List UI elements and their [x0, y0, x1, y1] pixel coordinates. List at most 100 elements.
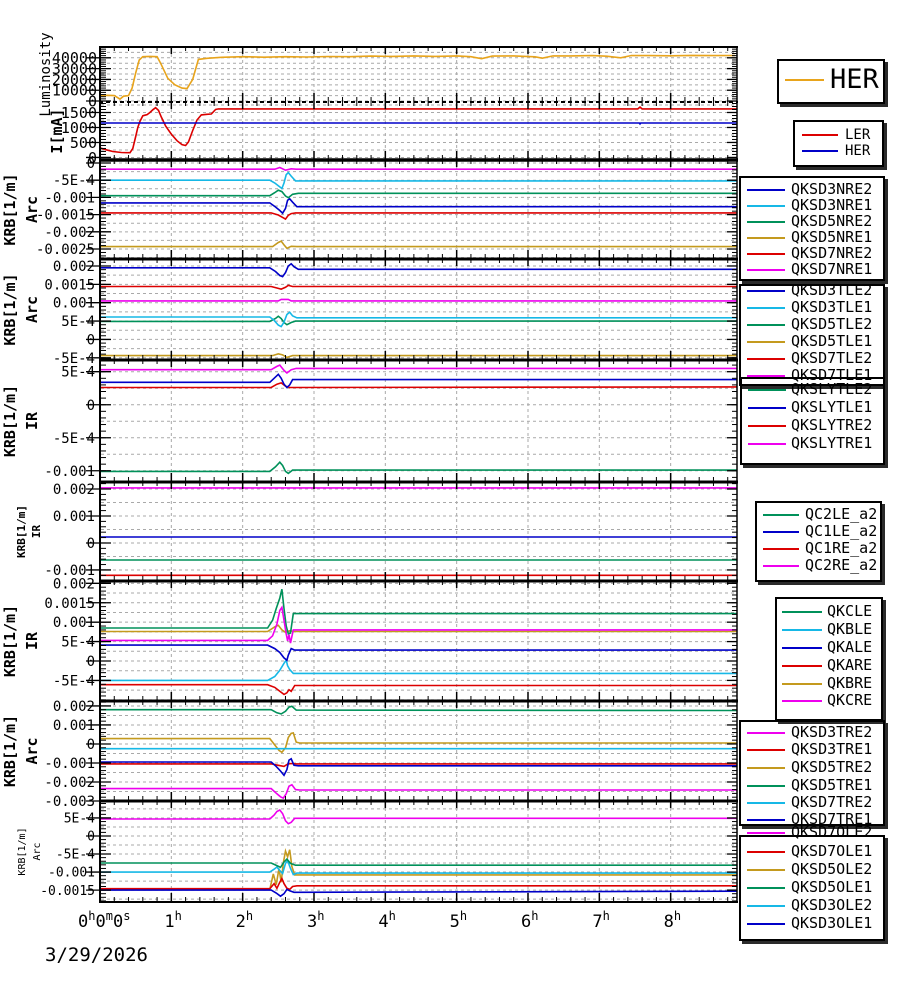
- xtick-label: 7h: [592, 909, 609, 932]
- legend-label: QKBRE: [827, 674, 873, 692]
- series-HER: [100, 54, 735, 101]
- y-axis-title: Arc: [23, 737, 41, 764]
- legend-line-sample: [747, 869, 785, 871]
- series-QKSD3OLE1: [100, 888, 737, 898]
- series-QKSLYTLE1: [100, 373, 737, 389]
- legend-line-sample: [782, 611, 822, 613]
- series-QKSD5OLE2: [100, 848, 737, 891]
- panel-5: 0.002 0.001 0 -0.001 KRB[1/m] IR: [15, 482, 737, 582]
- panel-7: 0.002 0.001 0 -0.001 -0.002 -0.003 KRB[1/m] Arc: [1, 699, 737, 810]
- legend-line-sample: [747, 324, 785, 326]
- legend-label: QKSD3TRE1: [791, 740, 873, 758]
- y-axis-title: KRB[1/m]: [1, 715, 19, 787]
- legend-box-5: [755, 501, 882, 582]
- legend-line-sample: [747, 887, 785, 889]
- xtick-label: 8h: [664, 909, 681, 932]
- ytick-label: 0: [88, 92, 97, 110]
- series-QKSD3NRE2: [100, 197, 737, 215]
- y-axis-title: Arc: [23, 296, 41, 323]
- legend-label: QKBLE: [827, 620, 873, 638]
- y-axis-title: KRB[1/m]: [15, 505, 28, 558]
- legend-line-sample: [748, 425, 786, 427]
- legend-label: QC2LE_a2: [805, 505, 878, 523]
- series-QKSD5OLE1: [100, 857, 737, 869]
- series-QKSD3TRE1: [100, 762, 737, 768]
- y-axis-title: KRB[1/m]: [1, 385, 19, 457]
- ytick-label: -0.001: [44, 563, 95, 579]
- legend-label: QKSLYTRE2: [791, 416, 873, 434]
- series-QKSD5TLE1: [100, 352, 737, 359]
- legend-line-sample: [748, 443, 786, 445]
- legend-label: QKSD5TLE2: [791, 315, 873, 333]
- date-label: 3/29/2026: [45, 944, 148, 966]
- legend-label: QKSLYTLE2: [791, 380, 873, 398]
- series-HER: [100, 122, 737, 126]
- ytick-label: 0: [87, 536, 95, 552]
- y-axis-title: IR: [23, 631, 41, 650]
- legend-label: QKALE: [827, 638, 873, 656]
- legend-line-sample: [802, 134, 838, 136]
- ytick-label: 0: [87, 830, 95, 845]
- legend-line-sample: [747, 205, 785, 207]
- series-QKBLE: [100, 658, 737, 682]
- legend-box-3: [739, 284, 885, 386]
- legend-label: LER: [845, 127, 871, 143]
- panel-4: 5E-4 0 -5E-4 -0.001 KRB[1/m] IR: [1, 360, 737, 482]
- xtick-label: 2h: [236, 909, 253, 932]
- legend-line-sample: [782, 700, 822, 702]
- ytick-label: 5E-4: [61, 314, 95, 330]
- ytick-label: -0.002: [44, 775, 95, 791]
- y-axis-title: IR: [23, 411, 41, 430]
- ytick-label: 0: [87, 654, 95, 670]
- y-axis-title: IR: [30, 525, 43, 539]
- series-QKSD5NRE2: [100, 189, 737, 199]
- xtick-label: 5h: [450, 909, 467, 932]
- series-QKSD7OLE2: [100, 808, 737, 825]
- legend-box-8: [739, 835, 885, 941]
- y-axis-title: Arc: [32, 842, 43, 860]
- ytick-label: 0.002: [53, 576, 95, 592]
- ytick-label: 1500: [61, 104, 97, 122]
- series-QKSD5NRE1: [100, 240, 737, 250]
- ytick-label: -0.002: [44, 225, 95, 241]
- legend-label: QKSD7OLE1: [791, 842, 873, 860]
- legend-line-sample: [747, 785, 785, 787]
- legend-box-7: [739, 720, 885, 826]
- ytick-label: 0.001: [53, 509, 95, 525]
- ytick-label: 40000: [52, 49, 97, 67]
- legend-line-sample: [748, 389, 786, 391]
- series-QKSD3NRE1: [100, 171, 737, 190]
- legend-line-sample: [747, 290, 785, 292]
- legend-label: QKSD7NRE2: [791, 244, 873, 262]
- ytick-label: -0.0015: [40, 884, 95, 899]
- legend-label: QKSD5OLE1: [791, 878, 873, 896]
- series-QKSD7TLE1: [100, 298, 737, 302]
- legend-line-sample: [763, 565, 799, 567]
- y-axis-title: Arc: [23, 196, 41, 223]
- legend-line-sample: [782, 683, 822, 685]
- y-axis-title: I[mA]: [48, 108, 66, 153]
- legend-label: QKSD3TLE1: [791, 298, 873, 316]
- ytick-label: 0.002: [53, 259, 95, 275]
- ytick-label: 5E-4: [61, 635, 95, 651]
- ytick-label: 0.002: [53, 699, 95, 715]
- xtick-label: 3h: [307, 909, 324, 932]
- series-QKSD3OLE2: [100, 858, 737, 876]
- ytick-label: -5E-4: [56, 848, 95, 863]
- xtick-label: 4h: [378, 909, 395, 932]
- series-QKSD7OLE1: [100, 876, 737, 891]
- y-axis-title: KRB[1/m]: [1, 605, 19, 677]
- legend-line-sample: [747, 189, 785, 191]
- xtick-label: 1h: [164, 909, 181, 932]
- ytick-label: -0.001: [44, 756, 95, 772]
- legend-label: QKSD3NRE1: [791, 196, 873, 214]
- legend-label: QKCLE: [827, 602, 873, 620]
- ytick-label: 0: [87, 737, 95, 753]
- legend-label: QC1LE_a2: [805, 522, 878, 540]
- ytick-label: 1000: [61, 119, 97, 137]
- series-QKSD5TRE2: [100, 731, 737, 754]
- legend-line-sample: [747, 237, 785, 239]
- ytick-label: -5E-4: [53, 431, 95, 447]
